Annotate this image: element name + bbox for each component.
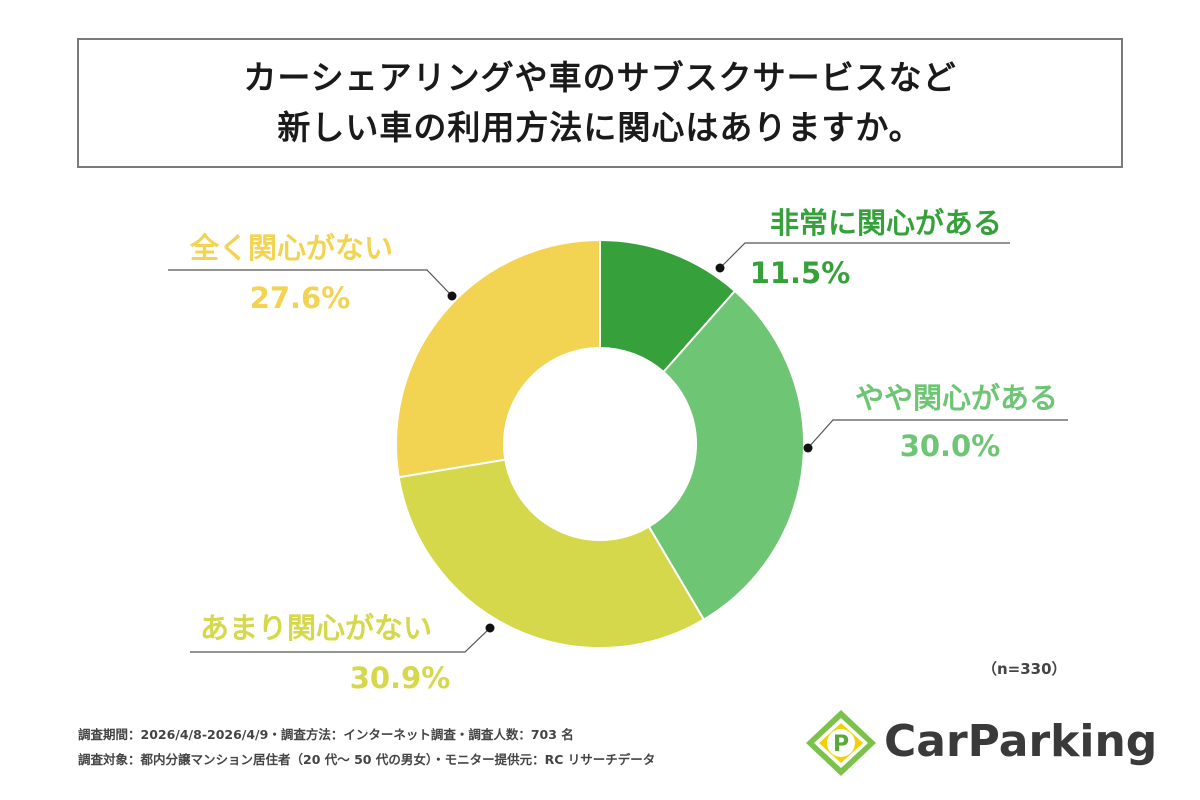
leader-lines [168, 242, 1068, 653]
slice-value-3: 27.6% [250, 281, 351, 315]
slice-value-1: 30.0% [900, 429, 1001, 463]
slice-label-2: あまり関心がない [200, 611, 432, 645]
slice-2 [397, 458, 706, 649]
slice-labels: 非常に関心がある 11.5% やや関心がある 30.0% あまり関心がない 30.9% 全く… [189, 206, 1058, 695]
logo-wordmark: CarParking [884, 716, 1158, 767]
title-line-2: 新しい車の利用方法に関心はありますか。 [277, 108, 923, 147]
slice-label-1: やや関心がある [855, 381, 1058, 415]
leader-line-1 [807, 419, 1068, 449]
footnote-survey-target: 調査対象：都内分譲マンション居住者（20 代～ 50 代の男女）・モニター提供元… [78, 752, 656, 767]
slice-label-3: 全く関心がない [189, 231, 393, 265]
title-box: カーシェアリングや車のサブスクサービスなど 新しい車の利用方法に関心はありますか… [77, 38, 1123, 168]
carparking-logo: P CarParking [804, 708, 1157, 778]
leader-line-0 [719, 242, 1010, 269]
leader-dot-2 [485, 623, 495, 633]
title-line-1: カーシェアリングや車のサブスクサービスなど [243, 58, 957, 97]
slice-label-0: 非常に関心がある [770, 206, 1002, 240]
sample-size-note: （n=330） [982, 660, 1067, 678]
slice-value-0: 11.5% [750, 256, 851, 290]
slice-3 [395, 238, 601, 479]
leader-line-3 [168, 269, 453, 297]
slice-value-2: 30.9% [350, 661, 451, 695]
leader-dot-1 [803, 443, 813, 453]
svg-text:P: P [833, 732, 849, 757]
footnote-survey-period: 調査期間：2026/4/8-2026/4/9・調査方法：インターネット調査・調査… [78, 727, 574, 742]
leader-dot-3 [447, 291, 457, 301]
parking-sign-icon: P [806, 710, 876, 776]
leader-dot-0 [715, 263, 725, 273]
leader-line-2 [190, 627, 491, 653]
slice-1 [647, 289, 805, 621]
donut-slices [395, 238, 805, 649]
